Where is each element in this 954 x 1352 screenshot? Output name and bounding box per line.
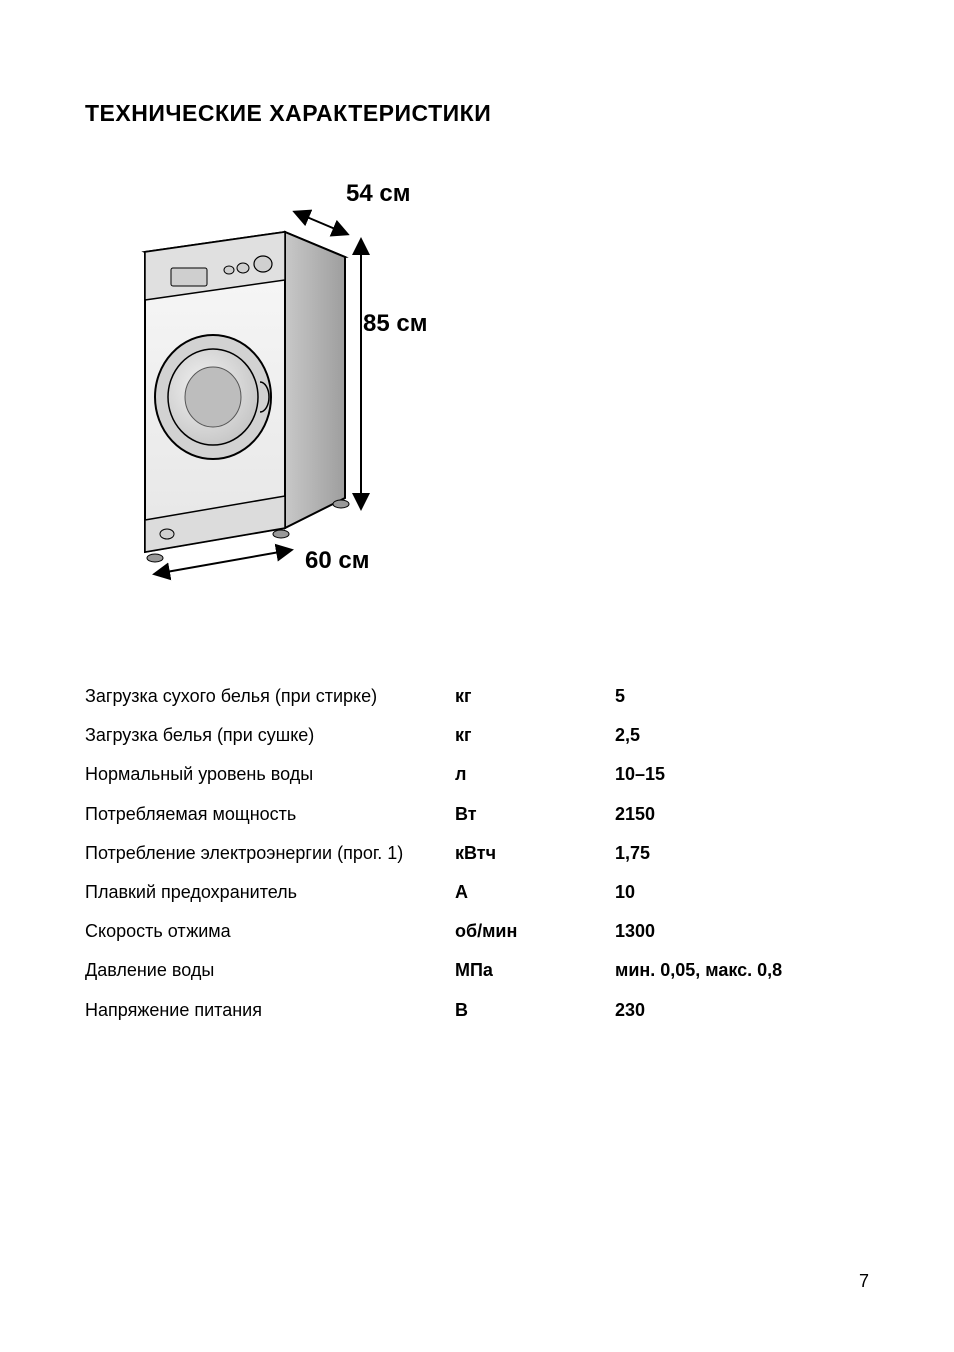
page-title: ТЕХНИЧЕСКИЕ ХАРАКТЕРИСТИКИ <box>85 100 869 127</box>
table-row: Давление водыМПамин. 0,05, макс. 0,8 <box>85 951 869 990</box>
spec-value: мин. 0,05, макс. 0,8 <box>615 951 869 990</box>
table-row: Напряжение питанияВ230 <box>85 991 869 1030</box>
page-number: 7 <box>859 1271 869 1292</box>
table-row: Загрузка белья (при сушке)кг2,5 <box>85 716 869 755</box>
spec-value: 10 <box>615 873 869 912</box>
spec-value: 230 <box>615 991 869 1030</box>
spec-unit: МПа <box>455 951 615 990</box>
table-row: Потребляемая мощностьВт2150 <box>85 795 869 834</box>
spec-unit: В <box>455 991 615 1030</box>
spec-value: 2,5 <box>615 716 869 755</box>
dimension-diagram: 54 см 85 см 60 см <box>85 182 445 602</box>
spec-table: Загрузка сухого белья (при стирке)кг5Заг… <box>85 677 869 1030</box>
spec-name: Скорость отжима <box>85 912 455 951</box>
spec-name: Потребляемая мощность <box>85 795 455 834</box>
spec-value: 2150 <box>615 795 869 834</box>
spec-unit: об/мин <box>455 912 615 951</box>
spec-value: 10–15 <box>615 755 869 794</box>
spec-unit: А <box>455 873 615 912</box>
dimension-depth-label: 54 см <box>346 180 410 208</box>
table-row: Скорость отжимаоб/мин1300 <box>85 912 869 951</box>
spec-unit: кг <box>455 677 615 716</box>
dimension-width-label: 60 см <box>305 547 369 575</box>
spec-unit: Вт <box>455 795 615 834</box>
spec-name: Загрузка сухого белья (при стирке) <box>85 677 455 716</box>
dimension-height-label: 85 см <box>363 310 427 338</box>
table-row: Загрузка сухого белья (при стирке)кг5 <box>85 677 869 716</box>
spec-value: 1,75 <box>615 834 869 873</box>
spec-value: 1300 <box>615 912 869 951</box>
spec-name: Напряжение питания <box>85 991 455 1030</box>
table-row: Потребление электроэнергии (прог. 1)кВтч… <box>85 834 869 873</box>
washing-machine-icon <box>85 182 445 602</box>
spec-name: Потребление электроэнергии (прог. 1) <box>85 834 455 873</box>
spec-name: Загрузка белья (при сушке) <box>85 716 455 755</box>
table-row: Нормальный уровень водыл10–15 <box>85 755 869 794</box>
spec-unit: кг <box>455 716 615 755</box>
spec-name: Нормальный уровень воды <box>85 755 455 794</box>
table-row: Плавкий предохранительА10 <box>85 873 869 912</box>
spec-name: Плавкий предохранитель <box>85 873 455 912</box>
spec-unit: кВтч <box>455 834 615 873</box>
spec-unit: л <box>455 755 615 794</box>
spec-table-body: Загрузка сухого белья (при стирке)кг5Заг… <box>85 677 869 1030</box>
spec-name: Давление воды <box>85 951 455 990</box>
spec-value: 5 <box>615 677 869 716</box>
